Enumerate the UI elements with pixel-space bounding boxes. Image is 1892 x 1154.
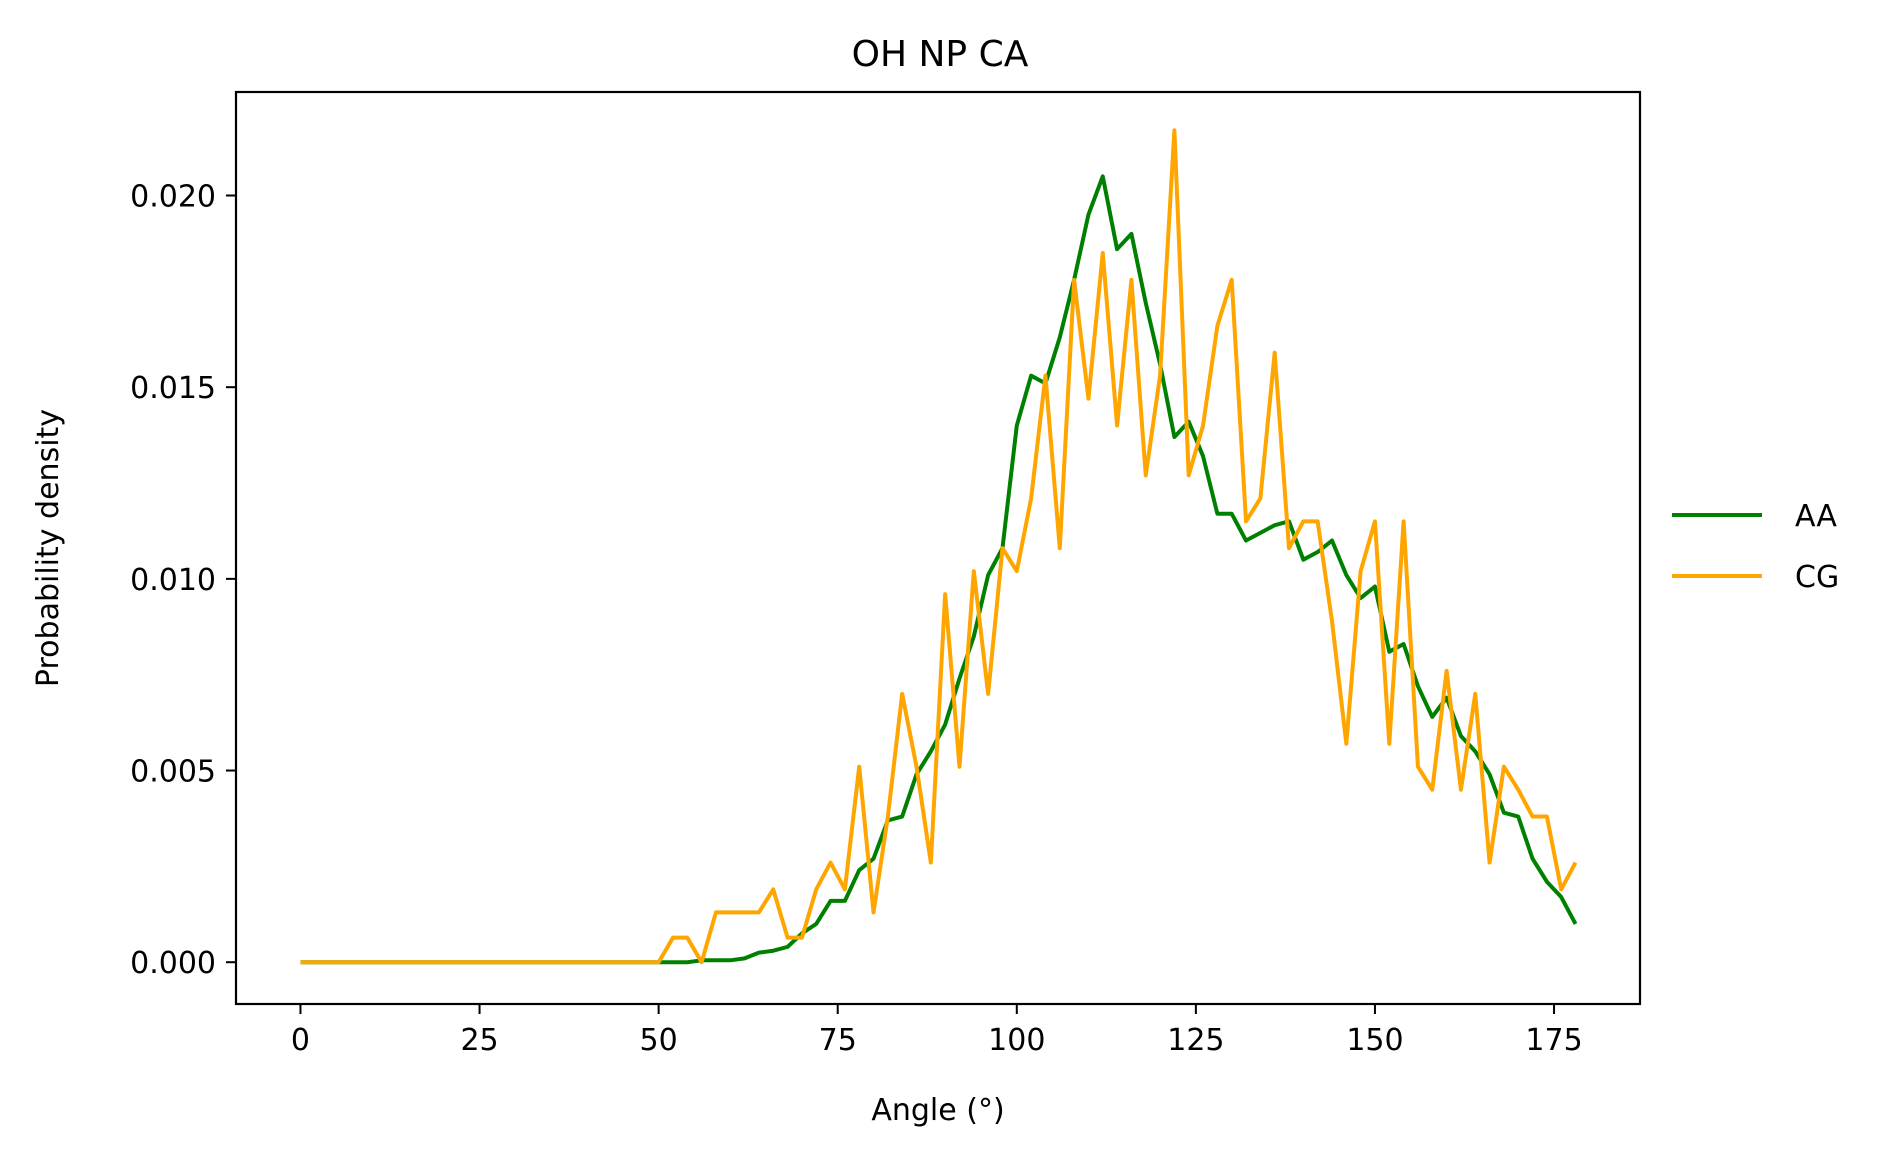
y-tick-label: 0.015 <box>130 371 216 406</box>
legend-label-aa: AA <box>1795 499 1837 534</box>
y-axis-ticks: 0.000 0.005 0.010 0.015 0.020 <box>130 180 236 981</box>
x-axis-title: Angle (°) <box>871 1093 1004 1128</box>
x-axis-ticks: 0 25 50 75 100 125 150 175 <box>291 1004 1583 1058</box>
x-tick-label: 0 <box>291 1023 310 1058</box>
series-line-cg <box>300 128 1578 965</box>
y-tick-label: 0.020 <box>130 180 216 215</box>
chart-title: OH NP CA <box>852 34 1029 75</box>
x-tick-label: 150 <box>1346 1023 1403 1058</box>
plot-area-frame <box>234 90 1642 1006</box>
x-tick-label: 100 <box>988 1023 1045 1058</box>
y-tick-label: 0.000 <box>130 946 216 981</box>
x-tick-label: 125 <box>1167 1023 1224 1058</box>
x-tick-label: 25 <box>460 1023 498 1058</box>
plot-lines <box>300 128 1578 965</box>
y-tick-label: 0.010 <box>130 563 216 598</box>
x-tick-label: 75 <box>819 1023 857 1058</box>
legend-label-cg: CG <box>1795 560 1839 595</box>
y-axis-title: Probability density <box>31 409 66 687</box>
x-tick-label: 175 <box>1525 1023 1582 1058</box>
x-tick-label: 50 <box>640 1023 678 1058</box>
legend: AA CG <box>1672 499 1839 595</box>
y-tick-label: 0.005 <box>130 755 216 790</box>
